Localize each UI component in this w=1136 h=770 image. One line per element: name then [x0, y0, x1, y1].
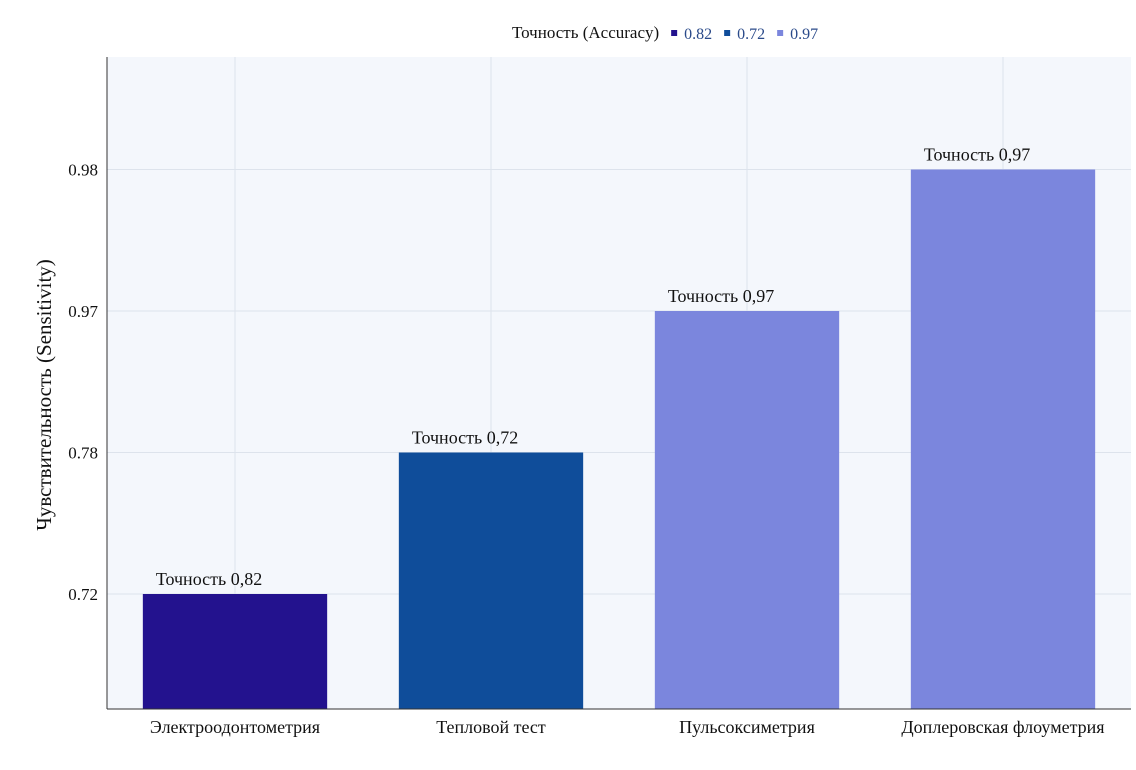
bar-data-label: Точность 0,72: [412, 428, 518, 448]
bar[interactable]: [910, 169, 1096, 710]
legend-swatch: [724, 30, 731, 36]
y-tick-label: 0.72: [68, 585, 98, 604]
legend-title: Точность (Accuracy): [512, 23, 659, 42]
bar[interactable]: [398, 452, 584, 710]
bar-data-label: Точность 0,97: [668, 286, 774, 306]
bar-data-label: Точность 0,97: [924, 145, 1030, 165]
bar-data-label: Точность 0,82: [156, 569, 262, 589]
legend-entry-label: 0.97: [790, 26, 818, 43]
bar[interactable]: [142, 594, 328, 709]
x-tick-label: Пульсоксиметрия: [679, 717, 815, 737]
legend-swatch: [777, 30, 784, 36]
y-tick-label: 0.97: [68, 302, 98, 321]
legend-entry-label: 0.82: [684, 26, 712, 43]
x-tick-label: Электроодонтометрия: [150, 717, 320, 737]
bar[interactable]: [654, 311, 840, 709]
y-tick-label: 0.98: [68, 161, 98, 180]
y-axis-title: Чувствительность (Sensitivity): [32, 259, 56, 531]
legend-swatch: [671, 30, 678, 36]
y-tick-label: 0.78: [68, 444, 98, 463]
x-tick-label: Тепловой тест: [436, 717, 546, 737]
x-tick-label: Доплеровская флоуметрия: [901, 717, 1104, 737]
legend-entry-label: 0.72: [737, 26, 765, 43]
